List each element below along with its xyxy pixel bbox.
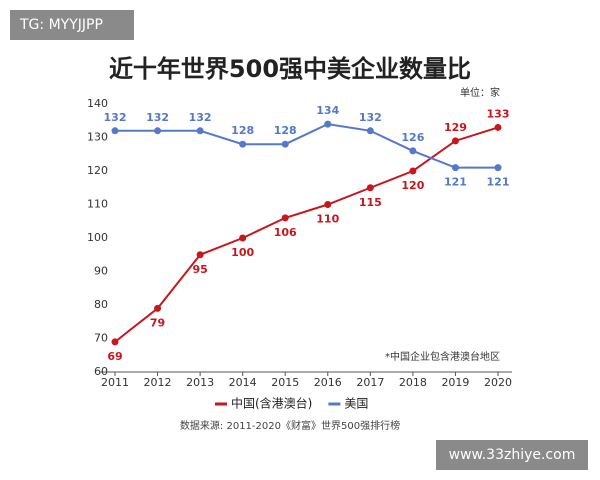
value-label: 132 [104, 111, 127, 124]
value-label: 134 [316, 104, 339, 117]
x-tick-label: 2018 [399, 376, 427, 389]
watermark-box [10, 10, 134, 40]
legend-label: 美国 [344, 397, 368, 411]
value-label: 95 [192, 263, 207, 276]
point [111, 127, 119, 135]
value-label: 106 [274, 226, 297, 239]
x-tick-label: 2015 [271, 376, 299, 389]
point [366, 127, 374, 135]
chart-title: 近十年世界500强中美企业数量比 [109, 55, 471, 83]
point [196, 251, 204, 259]
point [494, 123, 502, 131]
y-tick-label: 120 [87, 164, 108, 177]
y-tick-label: 70 [94, 332, 108, 345]
value-label: 69 [107, 350, 122, 363]
y-tick-label: 100 [87, 231, 108, 244]
point [239, 234, 247, 242]
value-label: 121 [487, 176, 510, 189]
point [281, 140, 289, 148]
point [239, 140, 247, 148]
y-tick-label: 130 [87, 131, 108, 144]
point [324, 201, 332, 208]
x-tick-label: 2017 [356, 376, 384, 389]
point [451, 164, 459, 172]
value-label: 110 [316, 213, 339, 226]
value-label: 132 [359, 111, 382, 124]
watermark: www.33zhiye.com [449, 447, 576, 463]
value-label: 128 [274, 124, 297, 137]
value-label: 133 [487, 107, 510, 120]
note: *中国企业包含港澳台地区 [385, 350, 500, 363]
point [366, 184, 374, 192]
y-tick-label: 110 [87, 198, 108, 211]
point [111, 338, 119, 346]
value-label: 100 [231, 246, 254, 259]
point [154, 127, 162, 135]
watermark: TG: MYYJJPP [19, 17, 103, 33]
legend-label: 中国(含港澳台) [231, 396, 312, 411]
value-label: 129 [444, 121, 467, 134]
point [409, 167, 417, 175]
y-tick-label: 140 [87, 97, 108, 110]
value-label: 120 [401, 179, 424, 192]
value-label: 79 [150, 316, 165, 329]
x-tick-label: 2019 [441, 376, 469, 389]
unit-label: 单位：家 [460, 86, 500, 99]
value-label: 121 [444, 176, 467, 189]
source: 数据来源: 2011-2020《财富》世界500强排行榜 [180, 419, 400, 432]
x-tick-label: 2020 [484, 376, 512, 389]
x-tick-label: 2016 [314, 376, 342, 389]
point [281, 214, 289, 222]
point [324, 120, 332, 128]
y-tick-label: 90 [94, 265, 108, 278]
series-line [115, 123, 498, 169]
point [154, 304, 162, 312]
point [409, 147, 417, 155]
value-label: 126 [401, 131, 424, 144]
y-tick-label: 60 [94, 365, 108, 378]
watermark-box [436, 440, 588, 470]
point [451, 137, 459, 145]
x-tick-label: 2013 [186, 376, 214, 389]
y-tick-label: 80 [94, 298, 108, 311]
x-tick-label: 2014 [229, 376, 257, 389]
series-line [114, 126, 499, 343]
value-label: 128 [231, 124, 254, 137]
point [196, 127, 204, 135]
x-tick-label: 2012 [144, 376, 172, 389]
x-tick-label: 2011 [101, 376, 129, 389]
value-label: 132 [146, 111, 169, 124]
value-label: 132 [189, 111, 212, 124]
point [494, 164, 502, 172]
value-label: 115 [359, 196, 382, 209]
